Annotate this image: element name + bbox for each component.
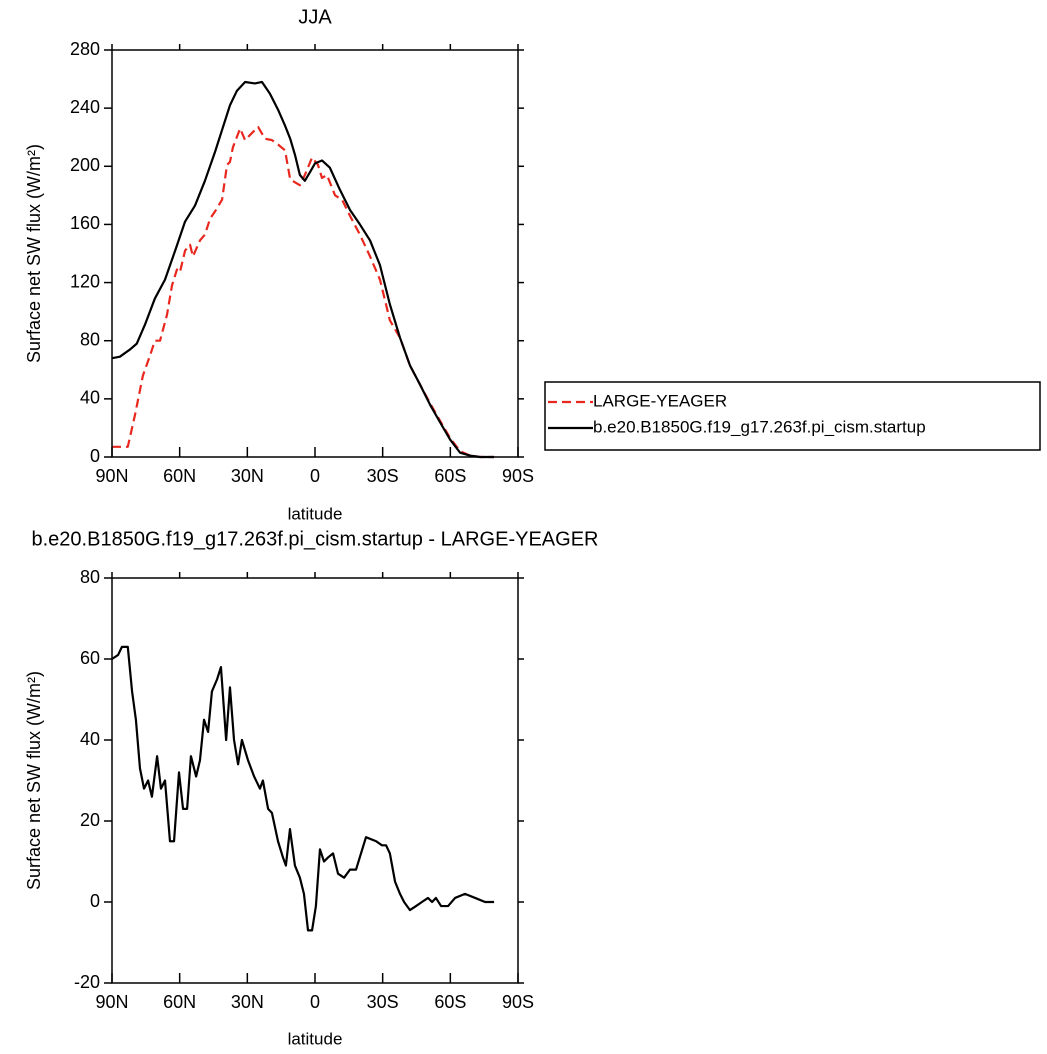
y-axis-label: Surface net SW flux (W/m²) [24, 144, 44, 363]
x-tick-label: 60N [163, 466, 196, 486]
data-line [111, 80, 495, 459]
y-tick-label: 0 [90, 446, 100, 466]
x-tick-label: 60S [434, 992, 466, 1012]
legend-label: b.e20.B1850G.f19_g17.263f.pi_cism.startu… [593, 417, 926, 436]
plot-frame [111, 49, 519, 458]
legend-box [544, 381, 1041, 451]
y-tick-label: 40 [80, 388, 100, 408]
plot-frame [111, 577, 519, 984]
x-tick-label: 60S [434, 466, 466, 486]
x-tick-label: 90S [502, 466, 534, 486]
y-tick-label: 40 [80, 729, 100, 749]
y-tick-label: 80 [80, 329, 100, 349]
y-tick-label: 240 [70, 97, 100, 117]
y-axis-label: Surface net SW flux (W/m²) [24, 671, 44, 890]
x-tick-label: 90N [95, 992, 128, 1012]
y-tick-label: 0 [90, 891, 100, 911]
legend-label: LARGE-YEAGER [593, 391, 727, 410]
x-tick-label: 30N [231, 466, 264, 486]
y-tick-label: 60 [80, 648, 100, 668]
y-tick-label: 80 [80, 567, 100, 587]
x-tick-label: 30N [231, 992, 264, 1012]
x-axis-label: latitude [288, 504, 343, 523]
x-tick-label: 90N [95, 466, 128, 486]
chart-title: JJA [298, 6, 332, 28]
chart-title: b.e20.B1850G.f19_g17.263f.pi_cism.startu… [32, 528, 599, 550]
y-tick-label: -20 [74, 972, 100, 992]
y-tick-label: 120 [70, 271, 100, 291]
y-tick-label: 280 [70, 39, 100, 59]
y-tick-label: 200 [70, 155, 100, 175]
x-axis-label: latitude [288, 1029, 343, 1048]
data-line [111, 645, 495, 932]
x-tick-label: 30S [367, 992, 399, 1012]
data-line [112, 125, 495, 459]
x-tick-label: 0 [310, 992, 320, 1012]
x-tick-label: 60N [163, 992, 196, 1012]
x-tick-label: 0 [310, 466, 320, 486]
x-tick-label: 90S [502, 992, 534, 1012]
x-tick-label: 30S [367, 466, 399, 486]
y-tick-label: 160 [70, 213, 100, 233]
y-tick-label: 20 [80, 810, 100, 830]
